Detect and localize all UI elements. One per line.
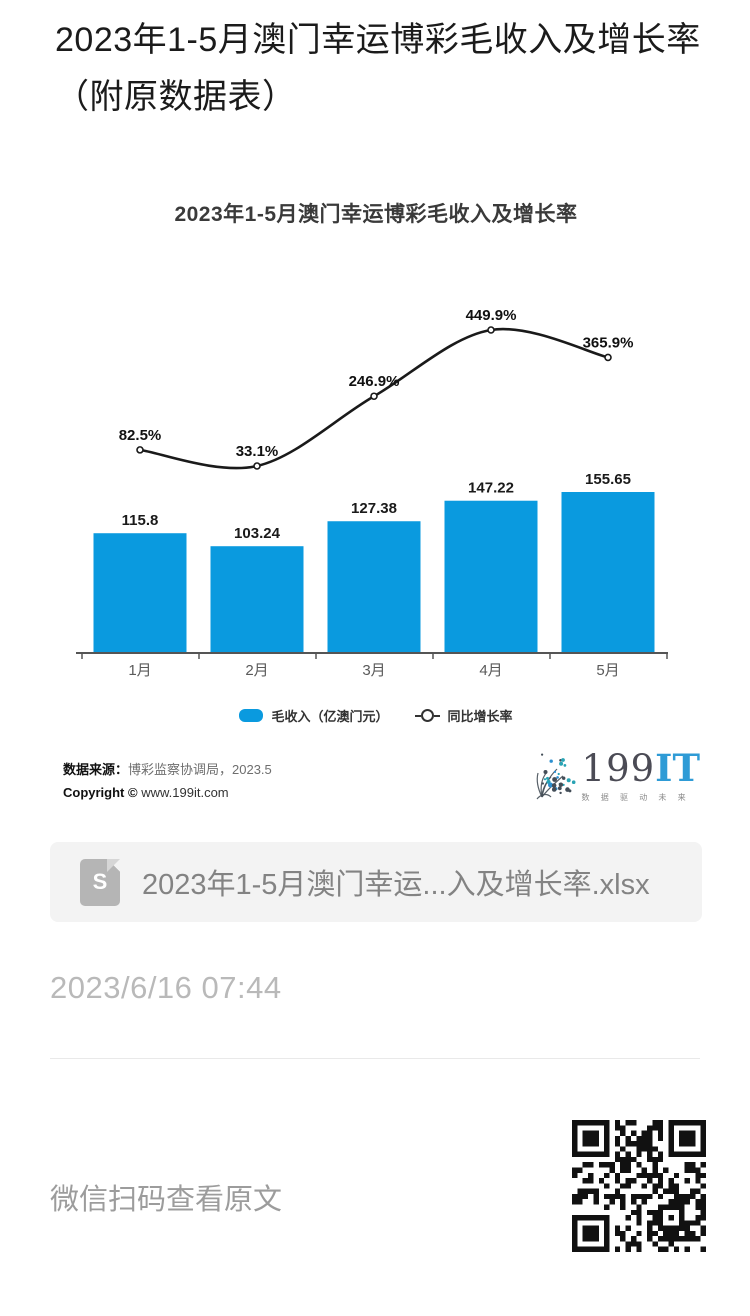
wechat-scan-caption: 微信扫码查看原文 — [50, 1184, 283, 1216]
combo-chart: 115.8 103.24 127.38 147.22 155.65 1月 2月 3月 4月 5月 8… — [76, 307, 668, 679]
x-axis: 1月 2月 3月 4月 5月 — [76, 652, 668, 679]
bar-series-swatch — [239, 709, 264, 722]
dandelion-logo-icon — [536, 753, 576, 800]
logo-tagline: 数 据 驱 动 未 来 — [581, 793, 691, 802]
svg-text:147.22: 147.22 — [468, 480, 514, 497]
svg-text:1月: 1月 — [128, 662, 151, 679]
legend-item-growth: 同比增长率 — [414, 706, 513, 725]
svg-text:246.9%: 246.9% — [349, 373, 400, 390]
bar-series-label: 毛收入（亿澳门元） — [271, 709, 389, 724]
svg-text:5月: 5月 — [596, 662, 619, 679]
spreadsheet-file-icon: S — [80, 858, 120, 906]
svg-text:2月: 2月 — [245, 662, 268, 679]
svg-text:82.5%: 82.5% — [119, 427, 162, 444]
divider — [50, 1058, 700, 1059]
svg-text:115.8: 115.8 — [122, 512, 159, 529]
logo-199-text: 199 — [581, 747, 656, 790]
logo-it-text: IT — [655, 746, 700, 790]
logo-text: 199IT 数 据 驱 动 未 来 — [582, 748, 700, 803]
legend-item-revenue: 毛收入（亿澳门元） — [239, 706, 389, 725]
svg-text:103.24: 103.24 — [234, 525, 281, 542]
data-source-line: 数据来源：博彩监察协调局，2023.5 — [63, 758, 272, 781]
line-series: 82.5% 33.1% 246.9% 449.9% 365.9% — [119, 307, 634, 470]
svg-text:449.9%: 449.9% — [466, 307, 517, 324]
post-title: 2023年1-5月澳门幸运博彩毛收入及增长率（附原数据表） — [55, 21, 701, 116]
line-series-label: 同比增长率 — [447, 709, 513, 724]
copyright-url: www.199it.com — [141, 785, 229, 800]
line-series-marker-icon — [414, 709, 440, 722]
chart-legend: 毛收入（亿澳门元） 同比增长率 — [50, 706, 702, 725]
chart-figure: 2023年1-5月澳门幸运博彩毛收入及增长率 115.8 103.24 127.38… — [50, 190, 702, 830]
svg-text:365.9%: 365.9% — [583, 334, 634, 351]
svg-text:155.65: 155.65 — [585, 471, 631, 488]
qr-code — [572, 1120, 706, 1252]
attachment-file-row[interactable]: S 2023年1-5月澳门幸运...入及增长率.xlsx — [50, 842, 702, 922]
svg-text:33.1%: 33.1% — [236, 443, 279, 460]
svg-text:127.38: 127.38 — [351, 500, 397, 517]
svg-text:4月: 4月 — [479, 662, 502, 679]
199it-logo: 199IT 数 据 驱 动 未 来 — [530, 748, 700, 803]
data-source-label: 数据来源： — [63, 762, 129, 777]
copyright-line: Copyright © www.199it.com — [63, 781, 272, 804]
file-icon-letter: S — [92, 869, 108, 894]
post-date: 2023/6/16 07:44 — [50, 970, 282, 1005]
attachment-filename: 2023年1-5月澳门幸运...入及增长率.xlsx — [142, 869, 650, 901]
chart-title: 2023年1-5月澳门幸运博彩毛收入及增长率 — [174, 203, 578, 226]
bar-series: 115.8 103.24 127.38 147.22 155.65 — [93, 471, 655, 653]
svg-text:3月: 3月 — [362, 662, 385, 679]
chart-source-block: 数据来源：博彩监察协调局，2023.5 Copyright © www.199i… — [63, 758, 272, 804]
data-source-value: 博彩监察协调局，2023.5 — [128, 762, 272, 777]
copyright-label: Copyright © — [63, 785, 138, 800]
